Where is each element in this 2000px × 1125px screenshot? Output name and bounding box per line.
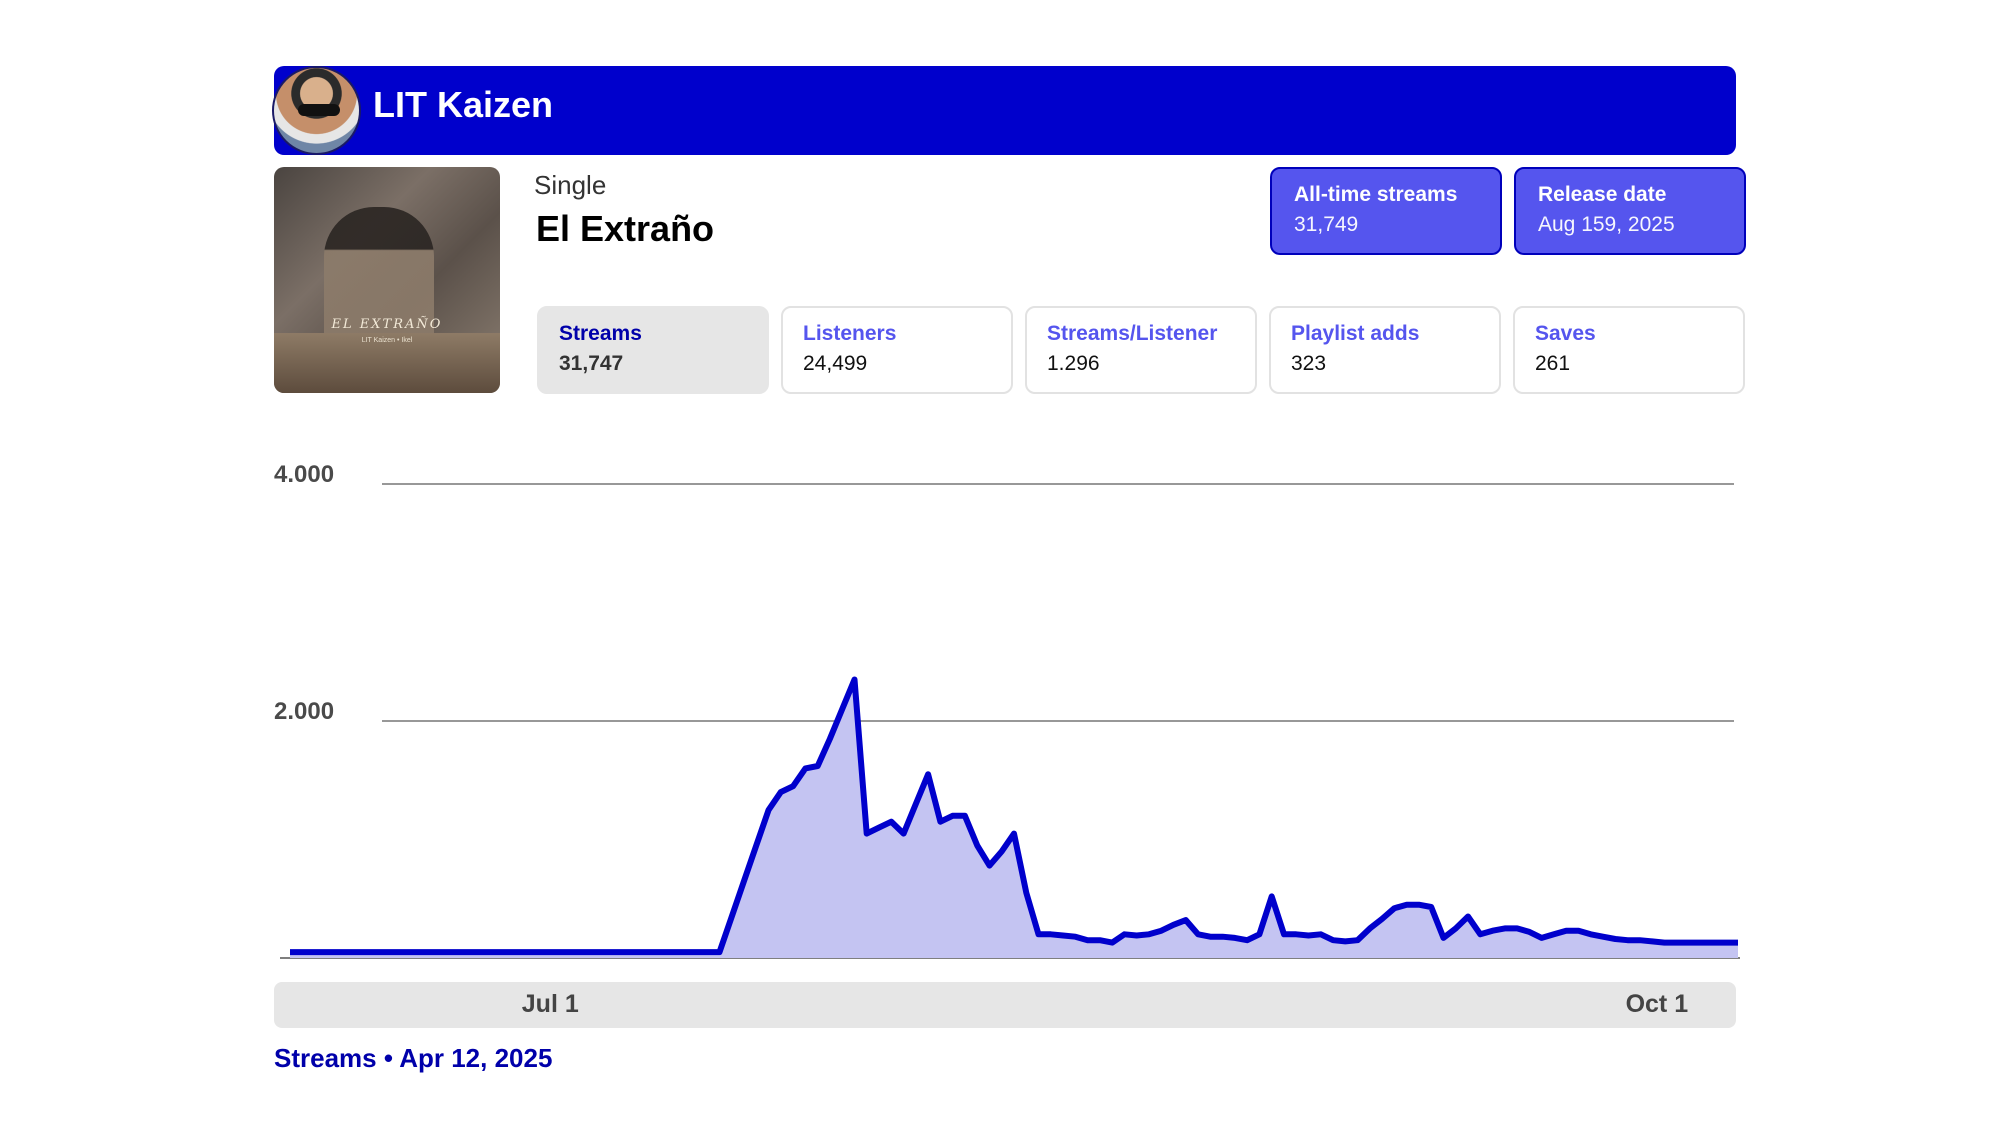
y-tick-label: 4.000 (274, 461, 334, 488)
all-time-streams-value: 31,749 (1294, 213, 1359, 236)
release-date-value: Aug 159, 2025 (1538, 213, 1675, 236)
all-time-streams-card: All-time streams 31,749 (1270, 167, 1502, 255)
release-date-label: Release date (1538, 183, 1667, 206)
cover-title-text: EL EXTRAÑO (331, 317, 443, 332)
metric-value: 1.296 (1047, 352, 1100, 375)
sunglasses-icon (298, 104, 340, 116)
metric-label: Playlist adds (1291, 322, 1420, 345)
cover-figure (324, 207, 434, 357)
metric-tab-playlist-adds[interactable]: Playlist adds 323 (1269, 306, 1501, 394)
metric-tab-saves[interactable]: Saves 261 (1513, 306, 1745, 394)
x-tick-label: Oct 1 (1625, 990, 1689, 1018)
release-date-card: Release date Aug 159, 2025 (1514, 167, 1746, 255)
metric-value: 31,747 (559, 352, 624, 375)
all-time-streams-label: All-time streams (1294, 183, 1458, 206)
metric-tab-streams-per-listener[interactable]: Streams/Listener 1.296 (1025, 306, 1257, 394)
chart-caption: Streams • Apr 12, 2025 (274, 1043, 553, 1073)
metric-label: Streams (559, 322, 642, 345)
metric-label: Listeners (803, 322, 897, 345)
release-type: Single (534, 170, 607, 200)
metric-label: Streams/Listener (1047, 322, 1218, 345)
x-tick-label: Jul 1 (521, 990, 579, 1018)
album-cover[interactable]: EL EXTRAÑO LIT Kaizen • Ikel (274, 167, 500, 393)
x-axis-scrubber[interactable] (274, 982, 1736, 1028)
artist-name[interactable]: LIT Kaizen (373, 84, 554, 125)
streams-line[interactable] (290, 676, 1738, 956)
metric-value: 323 (1291, 352, 1327, 375)
metric-value: 261 (1535, 352, 1571, 375)
metric-label: Saves (1535, 322, 1596, 345)
metric-tab-streams[interactable]: Streams 31,747 (537, 306, 769, 394)
artist-header-bar (274, 66, 1736, 155)
metric-value: 24,499 (803, 352, 868, 375)
y-tick-label: 2.000 (274, 698, 334, 725)
streams-area (290, 679, 1738, 958)
metric-tab-listeners[interactable]: Listeners 24,499 (781, 306, 1013, 394)
cover-table (274, 333, 500, 393)
track-title: El Extraño (536, 208, 715, 249)
artist-avatar[interactable] (272, 66, 361, 155)
cover-subtitle-text: LIT Kaizen • Ikel (361, 337, 413, 344)
